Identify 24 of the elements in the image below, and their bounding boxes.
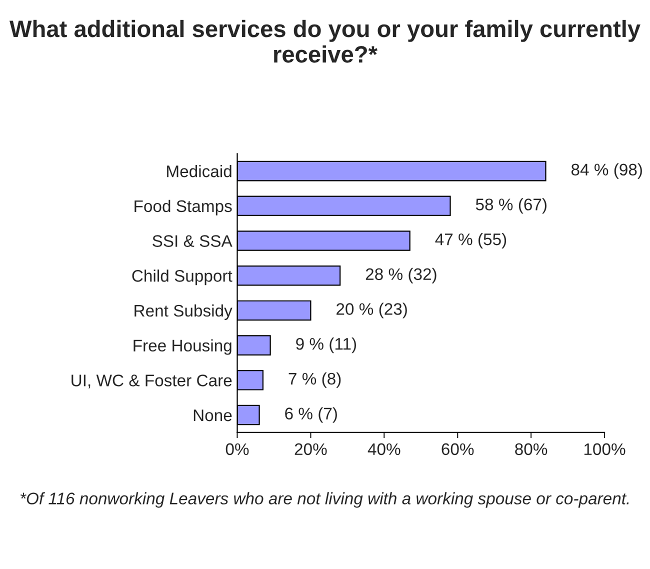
data-label: 20 % (23)	[336, 302, 407, 318]
x-tick-label: 60%	[442, 443, 474, 456]
y-tick-label: None	[194, 410, 232, 422]
data-label: 6 % (7)	[285, 407, 337, 423]
x-tick-label: 80%	[515, 443, 548, 456]
data-label: 7 % (8)	[288, 372, 341, 388]
data-label: 84 % (98)	[571, 163, 642, 179]
y-tick-label: Free Housing	[134, 339, 232, 355]
data-label: 47 % (55)	[435, 232, 506, 249]
x-tick-label: 20%	[294, 443, 327, 456]
chart-title: What additional services do you or your family currently receive?*	[10, 20, 640, 63]
x-tick-label: 0%	[226, 443, 249, 456]
y-tick-label: Rent Subsidy	[134, 304, 232, 320]
y-tick-label: SSI & SSA	[152, 235, 232, 247]
data-label: 9 % (11)	[296, 338, 356, 354]
y-tick-label: UI, WC & Foster Care	[72, 374, 232, 388]
x-tick-label: 100%	[584, 443, 626, 456]
y-tick-label: Medicaid	[167, 165, 232, 178]
data-label: 58 % (67)	[476, 198, 546, 214]
x-tick-label: 40%	[368, 443, 400, 456]
y-tick-label: Food Stamps	[134, 200, 232, 216]
y-tick-label: Child Support	[132, 270, 232, 286]
text: *Of 116 nonworking Leavers who are not living with a working spouse or co-parent.	[20, 492, 629, 508]
data-label: 28 % (32)	[366, 268, 436, 284]
